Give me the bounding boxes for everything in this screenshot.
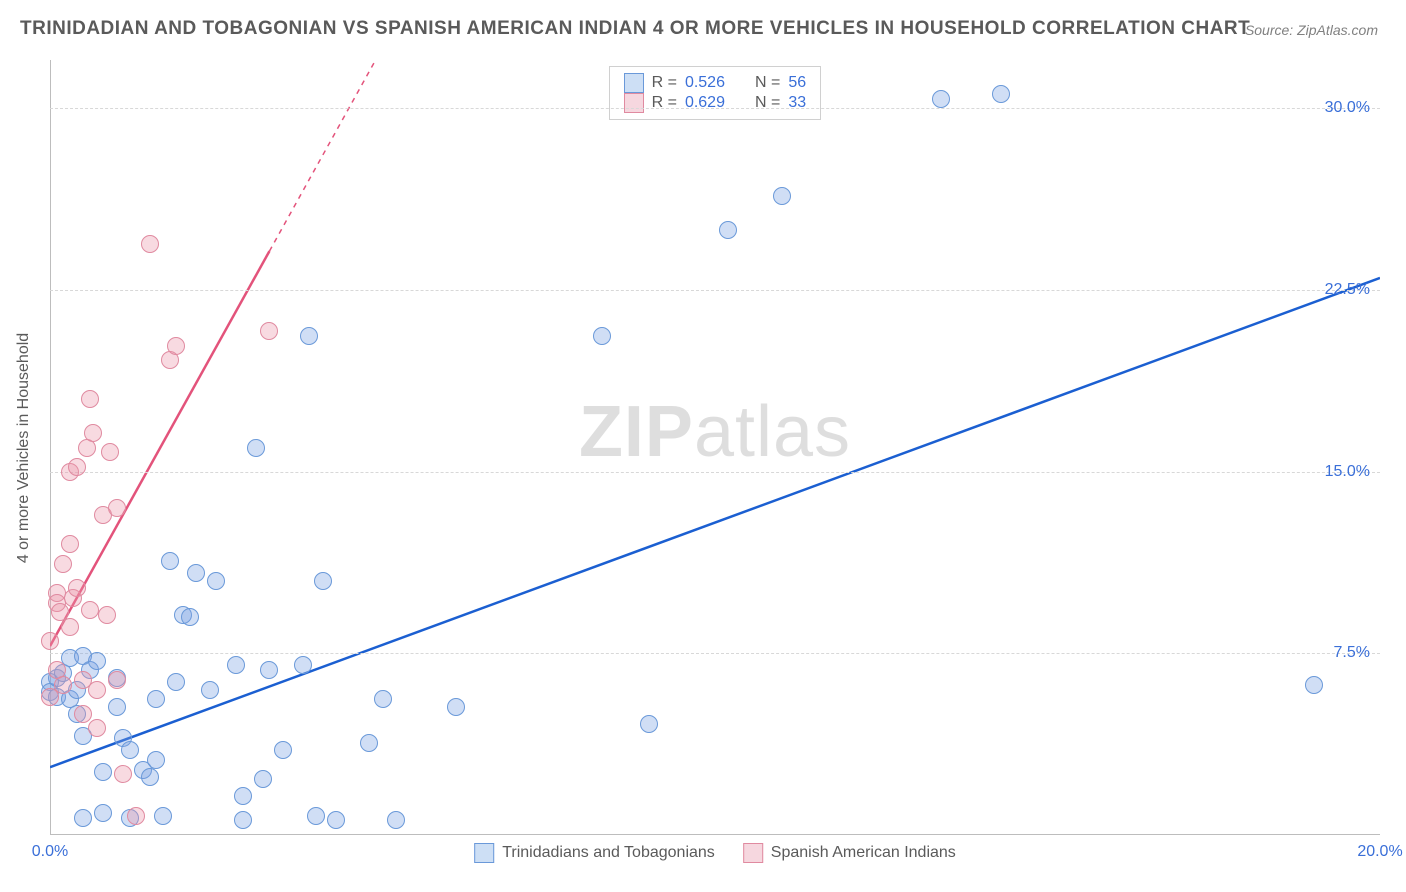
scatter-point xyxy=(108,698,126,716)
scatter-point xyxy=(154,807,172,825)
y-tick-label: 30.0% xyxy=(1325,99,1370,117)
y-tick-label: 22.5% xyxy=(1325,281,1370,299)
scatter-point xyxy=(719,221,737,239)
y-axis-title: 4 or more Vehicles in Household xyxy=(15,332,33,562)
scatter-point xyxy=(88,681,106,699)
scatter-point xyxy=(81,601,99,619)
scatter-point xyxy=(294,656,312,674)
scatter-point xyxy=(74,705,92,723)
scatter-point xyxy=(640,715,658,733)
x-tick-label: 20.0% xyxy=(1357,843,1402,861)
scatter-point xyxy=(360,734,378,752)
scatter-point xyxy=(593,327,611,345)
scatter-point xyxy=(81,390,99,408)
scatter-point xyxy=(201,681,219,699)
plot-area: 4 or more Vehicles in Household ZIPatlas… xyxy=(50,60,1380,835)
grid-line xyxy=(50,290,1380,291)
watermark: ZIPatlas xyxy=(579,391,851,473)
legend-bottom: Trinidadians and Tobagonians Spanish Ame… xyxy=(474,843,956,863)
scatter-point xyxy=(61,618,79,636)
scatter-point xyxy=(247,439,265,457)
scatter-point xyxy=(167,337,185,355)
scatter-point xyxy=(387,811,405,829)
source-label: Source: ZipAtlas.com xyxy=(1245,22,1378,38)
series-swatch xyxy=(624,93,644,113)
scatter-point xyxy=(447,698,465,716)
grid-line xyxy=(50,108,1380,109)
stat-n-label: N = xyxy=(755,74,780,92)
stats-box: R = 0.526 N = 56 R = 0.629 N = 33 xyxy=(609,66,822,120)
scatter-point xyxy=(207,572,225,590)
scatter-point xyxy=(84,424,102,442)
grid-line xyxy=(50,653,1380,654)
y-axis-line xyxy=(50,60,51,835)
scatter-point xyxy=(307,807,325,825)
scatter-point xyxy=(74,809,92,827)
series-swatch xyxy=(743,843,763,863)
stat-r-value: 0.526 xyxy=(685,74,725,92)
legend-label: Trinidadians and Tobagonians xyxy=(502,844,715,862)
scatter-point xyxy=(94,804,112,822)
scatter-point xyxy=(141,768,159,786)
scatter-point xyxy=(108,671,126,689)
stat-r-label: R = xyxy=(652,74,677,92)
scatter-point xyxy=(101,443,119,461)
scatter-point xyxy=(234,811,252,829)
scatter-point xyxy=(147,751,165,769)
scatter-point xyxy=(234,787,252,805)
scatter-point xyxy=(161,552,179,570)
scatter-point xyxy=(773,187,791,205)
scatter-point xyxy=(114,765,132,783)
scatter-point xyxy=(260,322,278,340)
y-tick-label: 7.5% xyxy=(1334,644,1370,662)
scatter-point xyxy=(374,690,392,708)
series-swatch xyxy=(474,843,494,863)
scatter-point xyxy=(254,770,272,788)
scatter-point xyxy=(300,327,318,345)
scatter-point xyxy=(274,741,292,759)
grid-line xyxy=(50,472,1380,473)
scatter-point xyxy=(88,719,106,737)
stat-n-value: 56 xyxy=(788,74,806,92)
scatter-point xyxy=(121,741,139,759)
legend-item: Spanish American Indians xyxy=(743,843,956,863)
watermark-light: atlas xyxy=(694,392,851,472)
scatter-point xyxy=(1305,676,1323,694)
scatter-point xyxy=(61,535,79,553)
scatter-point xyxy=(932,90,950,108)
chart-title: TRINIDADIAN AND TOBAGONIAN VS SPANISH AM… xyxy=(20,18,1250,40)
scatter-point xyxy=(227,656,245,674)
scatter-point xyxy=(94,763,112,781)
scatter-point xyxy=(187,564,205,582)
scatter-point xyxy=(127,807,145,825)
series-swatch xyxy=(624,73,644,93)
scatter-point xyxy=(68,579,86,597)
scatter-point xyxy=(41,632,59,650)
scatter-point xyxy=(260,661,278,679)
scatter-point xyxy=(68,458,86,476)
scatter-point xyxy=(992,85,1010,103)
scatter-point xyxy=(54,555,72,573)
scatter-point xyxy=(141,235,159,253)
scatter-point xyxy=(108,499,126,517)
scatter-point xyxy=(167,673,185,691)
scatter-point xyxy=(181,608,199,626)
stats-row: R = 0.526 N = 56 xyxy=(624,73,807,93)
scatter-point xyxy=(147,690,165,708)
watermark-bold: ZIP xyxy=(579,392,694,472)
legend-label: Spanish American Indians xyxy=(771,844,956,862)
legend-item: Trinidadians and Tobagonians xyxy=(474,843,715,863)
x-axis-line xyxy=(50,834,1380,835)
x-tick-label: 0.0% xyxy=(32,843,68,861)
scatter-point xyxy=(327,811,345,829)
scatter-point xyxy=(54,676,72,694)
y-tick-label: 15.0% xyxy=(1325,463,1370,481)
stats-row: R = 0.629 N = 33 xyxy=(624,93,807,113)
scatter-point xyxy=(314,572,332,590)
scatter-point xyxy=(88,652,106,670)
scatter-point xyxy=(98,606,116,624)
